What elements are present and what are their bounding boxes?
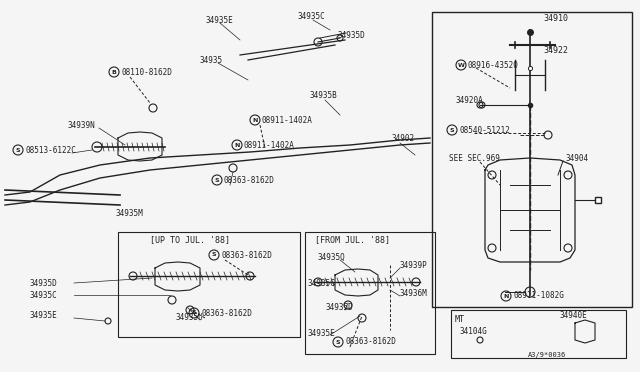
Text: S: S bbox=[336, 340, 340, 344]
Text: 08363-8162D: 08363-8162D bbox=[221, 250, 272, 260]
Text: 34935D: 34935D bbox=[30, 279, 58, 288]
Text: 34935U: 34935U bbox=[175, 314, 203, 323]
Text: 08911-1082G: 08911-1082G bbox=[513, 292, 564, 301]
Bar bbox=[432, 12, 632, 307]
Text: 34939P: 34939P bbox=[400, 260, 428, 269]
Text: 08110-8162D: 08110-8162D bbox=[121, 67, 172, 77]
Text: 08363-8162D: 08363-8162D bbox=[224, 176, 275, 185]
Text: 34935D: 34935D bbox=[325, 302, 353, 311]
Text: W: W bbox=[458, 62, 465, 67]
Text: 08911-1402A: 08911-1402A bbox=[262, 115, 313, 125]
Text: 08540-51212: 08540-51212 bbox=[459, 125, 510, 135]
Text: 34935M: 34935M bbox=[115, 208, 143, 218]
Text: 34904: 34904 bbox=[565, 154, 588, 163]
Text: 34104G: 34104G bbox=[460, 327, 488, 337]
Text: 08916-43520: 08916-43520 bbox=[468, 61, 519, 70]
Text: 34910: 34910 bbox=[543, 13, 568, 22]
Text: 08363-8162D: 08363-8162D bbox=[345, 337, 396, 346]
Text: 34935E: 34935E bbox=[308, 328, 336, 337]
Text: S: S bbox=[192, 311, 196, 315]
Bar bbox=[305, 232, 435, 354]
Text: A3/9*0036: A3/9*0036 bbox=[528, 352, 566, 358]
Text: 34935Q: 34935Q bbox=[317, 253, 345, 262]
Text: S: S bbox=[212, 253, 216, 257]
Text: 34935E: 34935E bbox=[30, 311, 58, 321]
Text: N: N bbox=[252, 118, 258, 122]
Text: S: S bbox=[450, 128, 454, 132]
Text: 34940E: 34940E bbox=[560, 311, 588, 320]
Text: 34920A: 34920A bbox=[455, 96, 483, 105]
Text: 08513-6122C: 08513-6122C bbox=[25, 145, 76, 154]
Text: S: S bbox=[214, 177, 220, 183]
Text: 34935: 34935 bbox=[200, 55, 223, 64]
Bar bbox=[118, 232, 300, 337]
Bar bbox=[451, 310, 626, 358]
Text: 08911-1402A: 08911-1402A bbox=[244, 141, 295, 150]
Text: 34936M: 34936M bbox=[400, 289, 428, 298]
Text: 34935E: 34935E bbox=[205, 16, 233, 25]
Text: 34922: 34922 bbox=[543, 45, 568, 55]
Text: 34935C: 34935C bbox=[298, 12, 326, 20]
Text: [UP TO JUL. '88]: [UP TO JUL. '88] bbox=[150, 235, 230, 244]
Text: 34939N: 34939N bbox=[68, 121, 96, 129]
Text: 34902: 34902 bbox=[392, 134, 415, 142]
Text: SEE SEC.969: SEE SEC.969 bbox=[449, 154, 500, 163]
Text: 34935D: 34935D bbox=[337, 31, 365, 39]
Text: 08363-8162D: 08363-8162D bbox=[201, 308, 252, 317]
Text: B: B bbox=[111, 70, 116, 74]
Text: MT: MT bbox=[455, 315, 465, 324]
Text: N: N bbox=[234, 142, 240, 148]
Text: 34935C: 34935C bbox=[30, 291, 58, 299]
Text: 34935B: 34935B bbox=[310, 90, 338, 99]
Text: S: S bbox=[16, 148, 20, 153]
Text: N: N bbox=[503, 294, 509, 298]
Text: [FROM JUL. '88]: [FROM JUL. '88] bbox=[315, 235, 390, 244]
Text: 34935C: 34935C bbox=[307, 279, 335, 288]
